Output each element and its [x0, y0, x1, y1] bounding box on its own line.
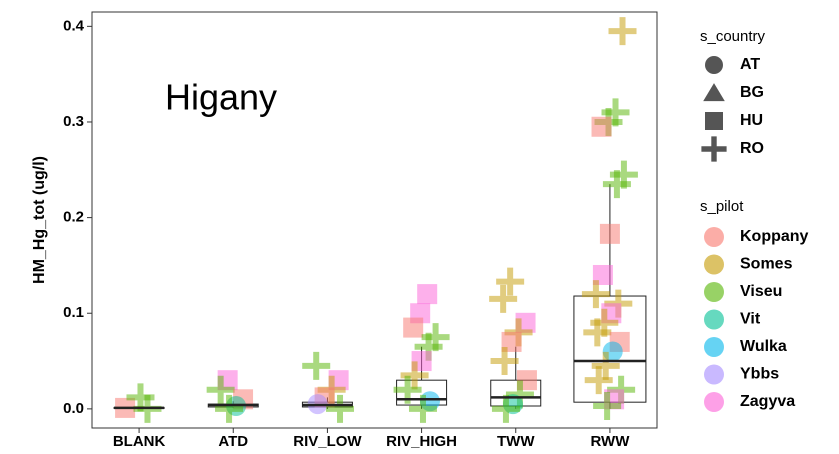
y-axis-label: HM_Hg_tot (ug/l) [31, 156, 48, 284]
legend-symbol [704, 254, 724, 275]
legend-symbol [704, 364, 724, 385]
plot-border [91, 11, 658, 429]
y-tick-label: 0.1 [63, 304, 84, 321]
legend-label: Wulka [740, 338, 787, 355]
legend-symbol [701, 136, 727, 162]
legend-label: Somes [740, 256, 793, 273]
point [215, 394, 244, 423]
point [592, 264, 613, 285]
point [584, 366, 613, 395]
legend-label: Zagyva [740, 393, 795, 410]
y-tick-label: 0.4 [63, 17, 85, 34]
y-tick-label: 0.3 [63, 113, 84, 130]
point [599, 223, 620, 244]
point [206, 375, 235, 404]
legend-title: s_country [700, 28, 766, 45]
point [501, 331, 522, 352]
y-tick-label: 0.2 [63, 209, 84, 226]
legend-label: Vit [740, 311, 761, 328]
legend-symbol [703, 83, 725, 102]
y-tick-label: 0.0 [63, 400, 84, 417]
point [490, 347, 519, 376]
point [403, 317, 424, 338]
annotation: Higany [165, 77, 277, 118]
point [602, 170, 631, 199]
point [608, 17, 637, 46]
x-tick-label: TWW [497, 433, 535, 450]
point [489, 284, 518, 313]
legend-symbol [705, 56, 723, 74]
legend-label: BG [740, 84, 764, 101]
x-tick-label: RWW [590, 433, 630, 450]
point [302, 351, 331, 380]
point [496, 267, 525, 296]
x-tick-label: ATD [218, 433, 248, 450]
point [593, 392, 622, 421]
legend-title: s_pilot [700, 198, 744, 215]
legend-symbol [705, 112, 723, 130]
x-tick-label: BLANK [113, 433, 166, 450]
point [583, 318, 612, 347]
plot-area [113, 17, 647, 423]
point [491, 394, 520, 423]
point [591, 351, 620, 380]
legend-label: Ybbs [740, 366, 779, 383]
point [326, 394, 355, 423]
legend-symbol [704, 282, 724, 302]
x-tick-label: RIV_LOW [293, 433, 362, 450]
legend-symbol [704, 227, 724, 247]
legend-symbol [704, 392, 724, 412]
legend-label: HU [740, 112, 763, 129]
point [581, 280, 610, 309]
legend-symbol [704, 309, 724, 330]
point [591, 116, 612, 137]
x-tick-label: RIV_HIGH [386, 433, 457, 450]
point [417, 284, 438, 305]
point [400, 361, 429, 390]
legend-label: AT [740, 56, 760, 73]
legend-label: RO [740, 140, 764, 157]
legend-label: Koppany [740, 228, 809, 245]
legend-label: Viseu [740, 283, 782, 300]
legend-symbol [704, 337, 724, 357]
